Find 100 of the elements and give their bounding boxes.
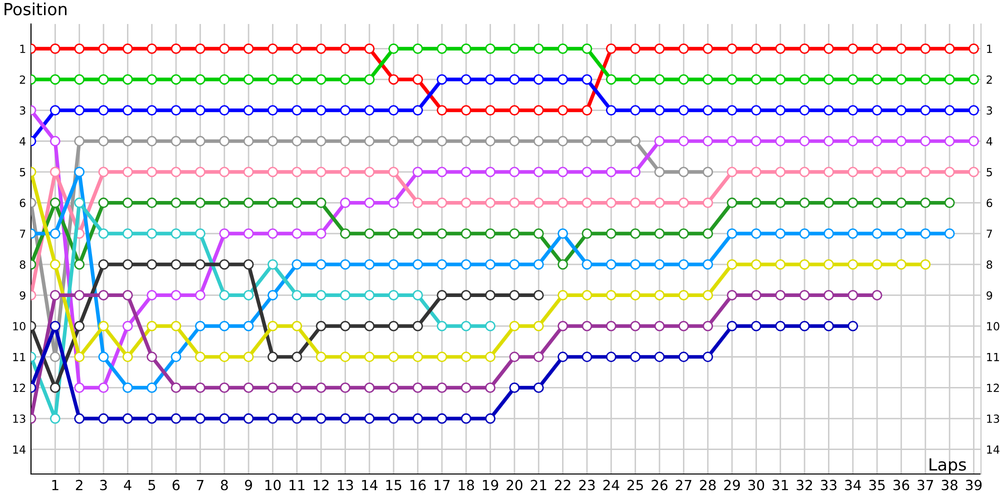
- x-tick-label: 23: [579, 480, 595, 490]
- point: [219, 320, 230, 332]
- x-tick-label: 30: [748, 480, 764, 490]
- point: [630, 198, 641, 208]
- point: [243, 166, 254, 178]
- point: [340, 382, 350, 393]
- point: [195, 290, 206, 300]
- point: [98, 290, 109, 300]
- point: [195, 198, 206, 208]
- point: [848, 166, 858, 178]
- point: [98, 228, 109, 239]
- y-tick-label: 6: [20, 198, 26, 208]
- point: [388, 74, 399, 85]
- x-tick-label: 27: [676, 480, 692, 490]
- point: [292, 166, 302, 178]
- point: [340, 259, 350, 270]
- point: [460, 259, 472, 270]
- point: [219, 166, 230, 178]
- y-tick-label: 4: [20, 137, 26, 146]
- point: [98, 198, 109, 208]
- point: [146, 198, 158, 208]
- point: [485, 259, 496, 270]
- point: [533, 198, 544, 208]
- point: [243, 105, 254, 116]
- point: [195, 74, 206, 85]
- point: [292, 290, 302, 300]
- point: [750, 259, 762, 270]
- y-tick-label: 9: [20, 291, 26, 300]
- point: [824, 136, 834, 146]
- point: [606, 74, 616, 85]
- point: [678, 320, 689, 332]
- point: [195, 166, 206, 178]
- point: [726, 198, 738, 208]
- point: [485, 228, 496, 239]
- point: [485, 43, 496, 54]
- point: [872, 136, 882, 146]
- point: [268, 290, 278, 300]
- point: [775, 136, 786, 146]
- point: [364, 290, 375, 300]
- point: [606, 43, 616, 54]
- point: [582, 198, 592, 208]
- point: [170, 290, 182, 300]
- point: [678, 136, 689, 146]
- point: [702, 259, 714, 270]
- point: [606, 198, 616, 208]
- point: [412, 352, 423, 362]
- point: [316, 320, 326, 332]
- point: [848, 105, 858, 116]
- point: [775, 198, 786, 208]
- point: [485, 198, 496, 208]
- point: [485, 166, 496, 178]
- point: [533, 382, 544, 393]
- point: [558, 198, 568, 208]
- point: [292, 105, 302, 116]
- point: [896, 136, 906, 146]
- point: [509, 382, 520, 393]
- point: [533, 74, 544, 85]
- point: [654, 43, 665, 54]
- point: [364, 320, 375, 332]
- point: [460, 105, 472, 116]
- point: [436, 198, 448, 208]
- point: [388, 290, 399, 300]
- point: [630, 228, 641, 239]
- point: [170, 228, 182, 239]
- point: [268, 198, 278, 208]
- point: [799, 259, 810, 270]
- x-tick-label: 20: [506, 480, 522, 490]
- point: [74, 43, 85, 54]
- point: [775, 166, 786, 178]
- point: [122, 413, 133, 424]
- point: [292, 43, 302, 54]
- point: [678, 290, 689, 300]
- y2-tick-label: 10: [987, 322, 1000, 330]
- point: [702, 320, 714, 332]
- point: [920, 136, 931, 146]
- point: [292, 352, 302, 362]
- point: [340, 352, 350, 362]
- point: [146, 259, 158, 270]
- point: [122, 105, 133, 116]
- point: [872, 259, 882, 270]
- point: [824, 228, 834, 239]
- point: [316, 105, 326, 116]
- point: [896, 43, 906, 54]
- point: [268, 352, 278, 362]
- point: [340, 228, 350, 239]
- point: [799, 136, 810, 146]
- point: [750, 43, 762, 54]
- point: [460, 74, 472, 85]
- point: [340, 105, 350, 116]
- point: [412, 198, 423, 208]
- x-axis-title: Laps: [930, 458, 966, 474]
- point: [533, 352, 544, 362]
- point: [316, 352, 326, 362]
- point: [195, 228, 206, 239]
- y-tick-label: 7: [20, 230, 26, 238]
- point: [533, 259, 544, 270]
- point: [412, 105, 423, 116]
- point: [436, 352, 448, 362]
- point: [702, 136, 714, 146]
- point: [460, 290, 472, 300]
